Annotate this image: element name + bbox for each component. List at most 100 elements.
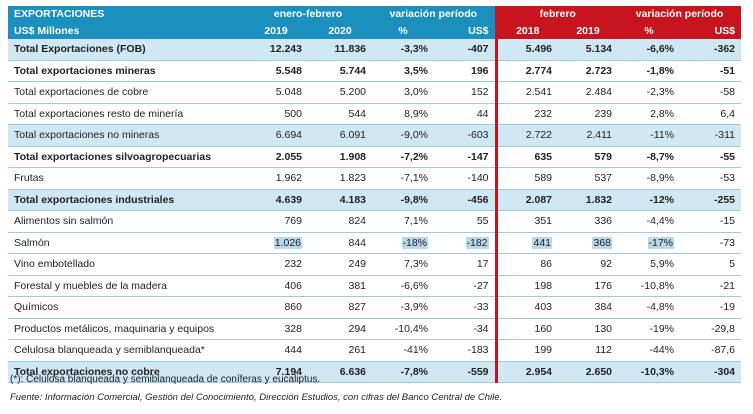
col-2018: 2018 xyxy=(494,22,559,39)
cell-value: -9,0% xyxy=(372,124,435,147)
cell-value: -12% xyxy=(618,189,681,211)
header-row-2: US$ Millones 2019 2020 % US$ 2018 2019 %… xyxy=(8,22,742,39)
highlighted-value: 368 xyxy=(592,236,613,249)
cell-value: 160 xyxy=(494,318,559,340)
cell-value: 5.134 xyxy=(558,39,619,61)
row-label: Alimentos sin salmón xyxy=(8,210,244,233)
row-label: Total exportaciones silvoagropecuarias xyxy=(8,146,244,168)
cell-value: 86 xyxy=(494,253,559,276)
cell-value: -362 xyxy=(680,39,742,61)
cell-value: -87,6 xyxy=(680,339,742,362)
cell-value: 2.055 xyxy=(244,146,308,168)
cell-value: -6,6% xyxy=(372,275,435,297)
cell-value: -8,9% xyxy=(618,167,681,190)
cell-value: 1.026 xyxy=(244,232,308,254)
cell-value: -7,2% xyxy=(372,146,435,168)
cell-value: 198 xyxy=(494,275,559,297)
col-pct: % xyxy=(372,22,435,39)
cell-value: 589 xyxy=(494,167,559,190)
cell-value: 5 xyxy=(680,253,742,276)
cell-value: 444 xyxy=(244,339,308,362)
col-pct2: % xyxy=(618,22,681,39)
cell-value: -559 xyxy=(434,361,497,383)
cell-value: 4.183 xyxy=(308,189,373,211)
table-row: Productos metálicos, maquinaria y equipo… xyxy=(8,318,742,340)
cell-value: 130 xyxy=(558,318,619,340)
cell-value: 2.774 xyxy=(494,60,559,82)
cell-value: 2.722 xyxy=(494,124,559,147)
cell-value: 844 xyxy=(308,232,373,254)
cell-value: 2.541 xyxy=(494,81,559,104)
cell-value: -183 xyxy=(434,339,497,362)
cell-value: 17 xyxy=(434,253,497,276)
cell-value: 12.243 xyxy=(244,39,308,61)
cell-value: 239 xyxy=(558,103,619,125)
cell-value: 5.200 xyxy=(308,81,373,104)
cell-value: 5.048 xyxy=(244,81,308,104)
cell-value: -4,8% xyxy=(618,296,681,319)
period1-header: enero-febrero xyxy=(244,6,373,22)
row-label: Químicos xyxy=(8,296,244,319)
table-row: Forestal y muebles de la madera 406 381 -6,… xyxy=(8,275,742,297)
table-row: Total exportaciones no cobre 7.194 6.636 -7… xyxy=(8,361,742,383)
cell-value: -8,7% xyxy=(618,146,681,168)
cell-value: -3,9% xyxy=(372,296,435,319)
cell-value: -3,3% xyxy=(372,39,435,61)
cell-value: 6,4 xyxy=(680,103,742,125)
row-label: Total exportaciones mineras xyxy=(8,60,244,82)
table-row: Total exportaciones no mineras 6.694 6.091… xyxy=(8,124,742,147)
row-label: Total Exportaciones (FOB) xyxy=(8,39,244,61)
table-row: Total exportaciones resto de minería 500 5… xyxy=(8,103,742,125)
cell-value: -73 xyxy=(680,232,742,254)
cell-value: -11% xyxy=(618,124,681,147)
cell-value: -33 xyxy=(434,296,497,319)
cell-value: 1.832 xyxy=(558,189,619,211)
cell-value: 381 xyxy=(308,275,373,297)
cell-value: 1.908 xyxy=(308,146,373,168)
cell-value: 7,1% xyxy=(372,210,435,233)
cell-value: -2,3% xyxy=(618,81,681,104)
cell-value: 232 xyxy=(494,103,559,125)
row-label: Celulosa blanqueada y semiblanqueada* xyxy=(8,339,244,362)
header-row-1: EXPORTACIONES enero-febrero variación pe… xyxy=(8,6,742,22)
cell-value: 8,9% xyxy=(372,103,435,125)
cell-value: 328 xyxy=(244,318,308,340)
cell-value: -55 xyxy=(680,146,742,168)
cell-value: -29,8 xyxy=(680,318,742,340)
highlighted-value: -182 xyxy=(465,236,489,249)
cell-value: -1,8% xyxy=(618,60,681,82)
table-row: Frutas 1.962 1.823 -7,1% -140 589 537 -8,9% -53 xyxy=(8,167,742,190)
cell-value: -19 xyxy=(680,296,742,319)
cell-value: -18% xyxy=(372,232,435,254)
cell-value: 5.496 xyxy=(494,39,559,61)
row-label: Productos metálicos, maquinaria y equipo… xyxy=(8,318,244,340)
cell-value: -7,8% xyxy=(372,361,435,383)
cell-value: -255 xyxy=(680,189,742,211)
cell-value: 2.087 xyxy=(494,189,559,211)
cell-value: 403 xyxy=(494,296,559,319)
table-row: Total Exportaciones (FOB) 12.243 11.836 -3,… xyxy=(8,39,742,61)
cell-value: 152 xyxy=(434,81,497,104)
cell-value: 1.823 xyxy=(308,167,373,190)
table-row: Alimentos sin salmón 769 824 7,1% 55 351 336 -4… xyxy=(8,210,742,233)
row-label: Frutas xyxy=(8,167,244,190)
cell-value: -311 xyxy=(680,124,742,147)
cell-value: 544 xyxy=(308,103,373,125)
col-2019: 2019 xyxy=(244,22,308,39)
var2-header: variación período xyxy=(618,6,742,22)
cell-value: -51 xyxy=(680,60,742,82)
cell-value: 6.694 xyxy=(244,124,308,147)
period2-header: febrero xyxy=(494,6,619,22)
cell-value: -34 xyxy=(434,318,497,340)
col-usd: US$ xyxy=(434,22,497,39)
cell-value: 11.836 xyxy=(308,39,373,61)
cell-value: -15 xyxy=(680,210,742,233)
cell-value: -147 xyxy=(434,146,497,168)
table-row: Total exportaciones mineras 5.548 5.744 3,5… xyxy=(8,60,742,82)
cell-value: -27 xyxy=(434,275,497,297)
cell-value: -10,3% xyxy=(618,361,681,383)
row-label: Total exportaciones de cobre xyxy=(8,81,244,104)
cell-value: -58 xyxy=(680,81,742,104)
table-row: Salmón 1.026 844 -18% -182 441 368 -17% -73 xyxy=(8,232,742,254)
cell-value: 55 xyxy=(434,210,497,233)
